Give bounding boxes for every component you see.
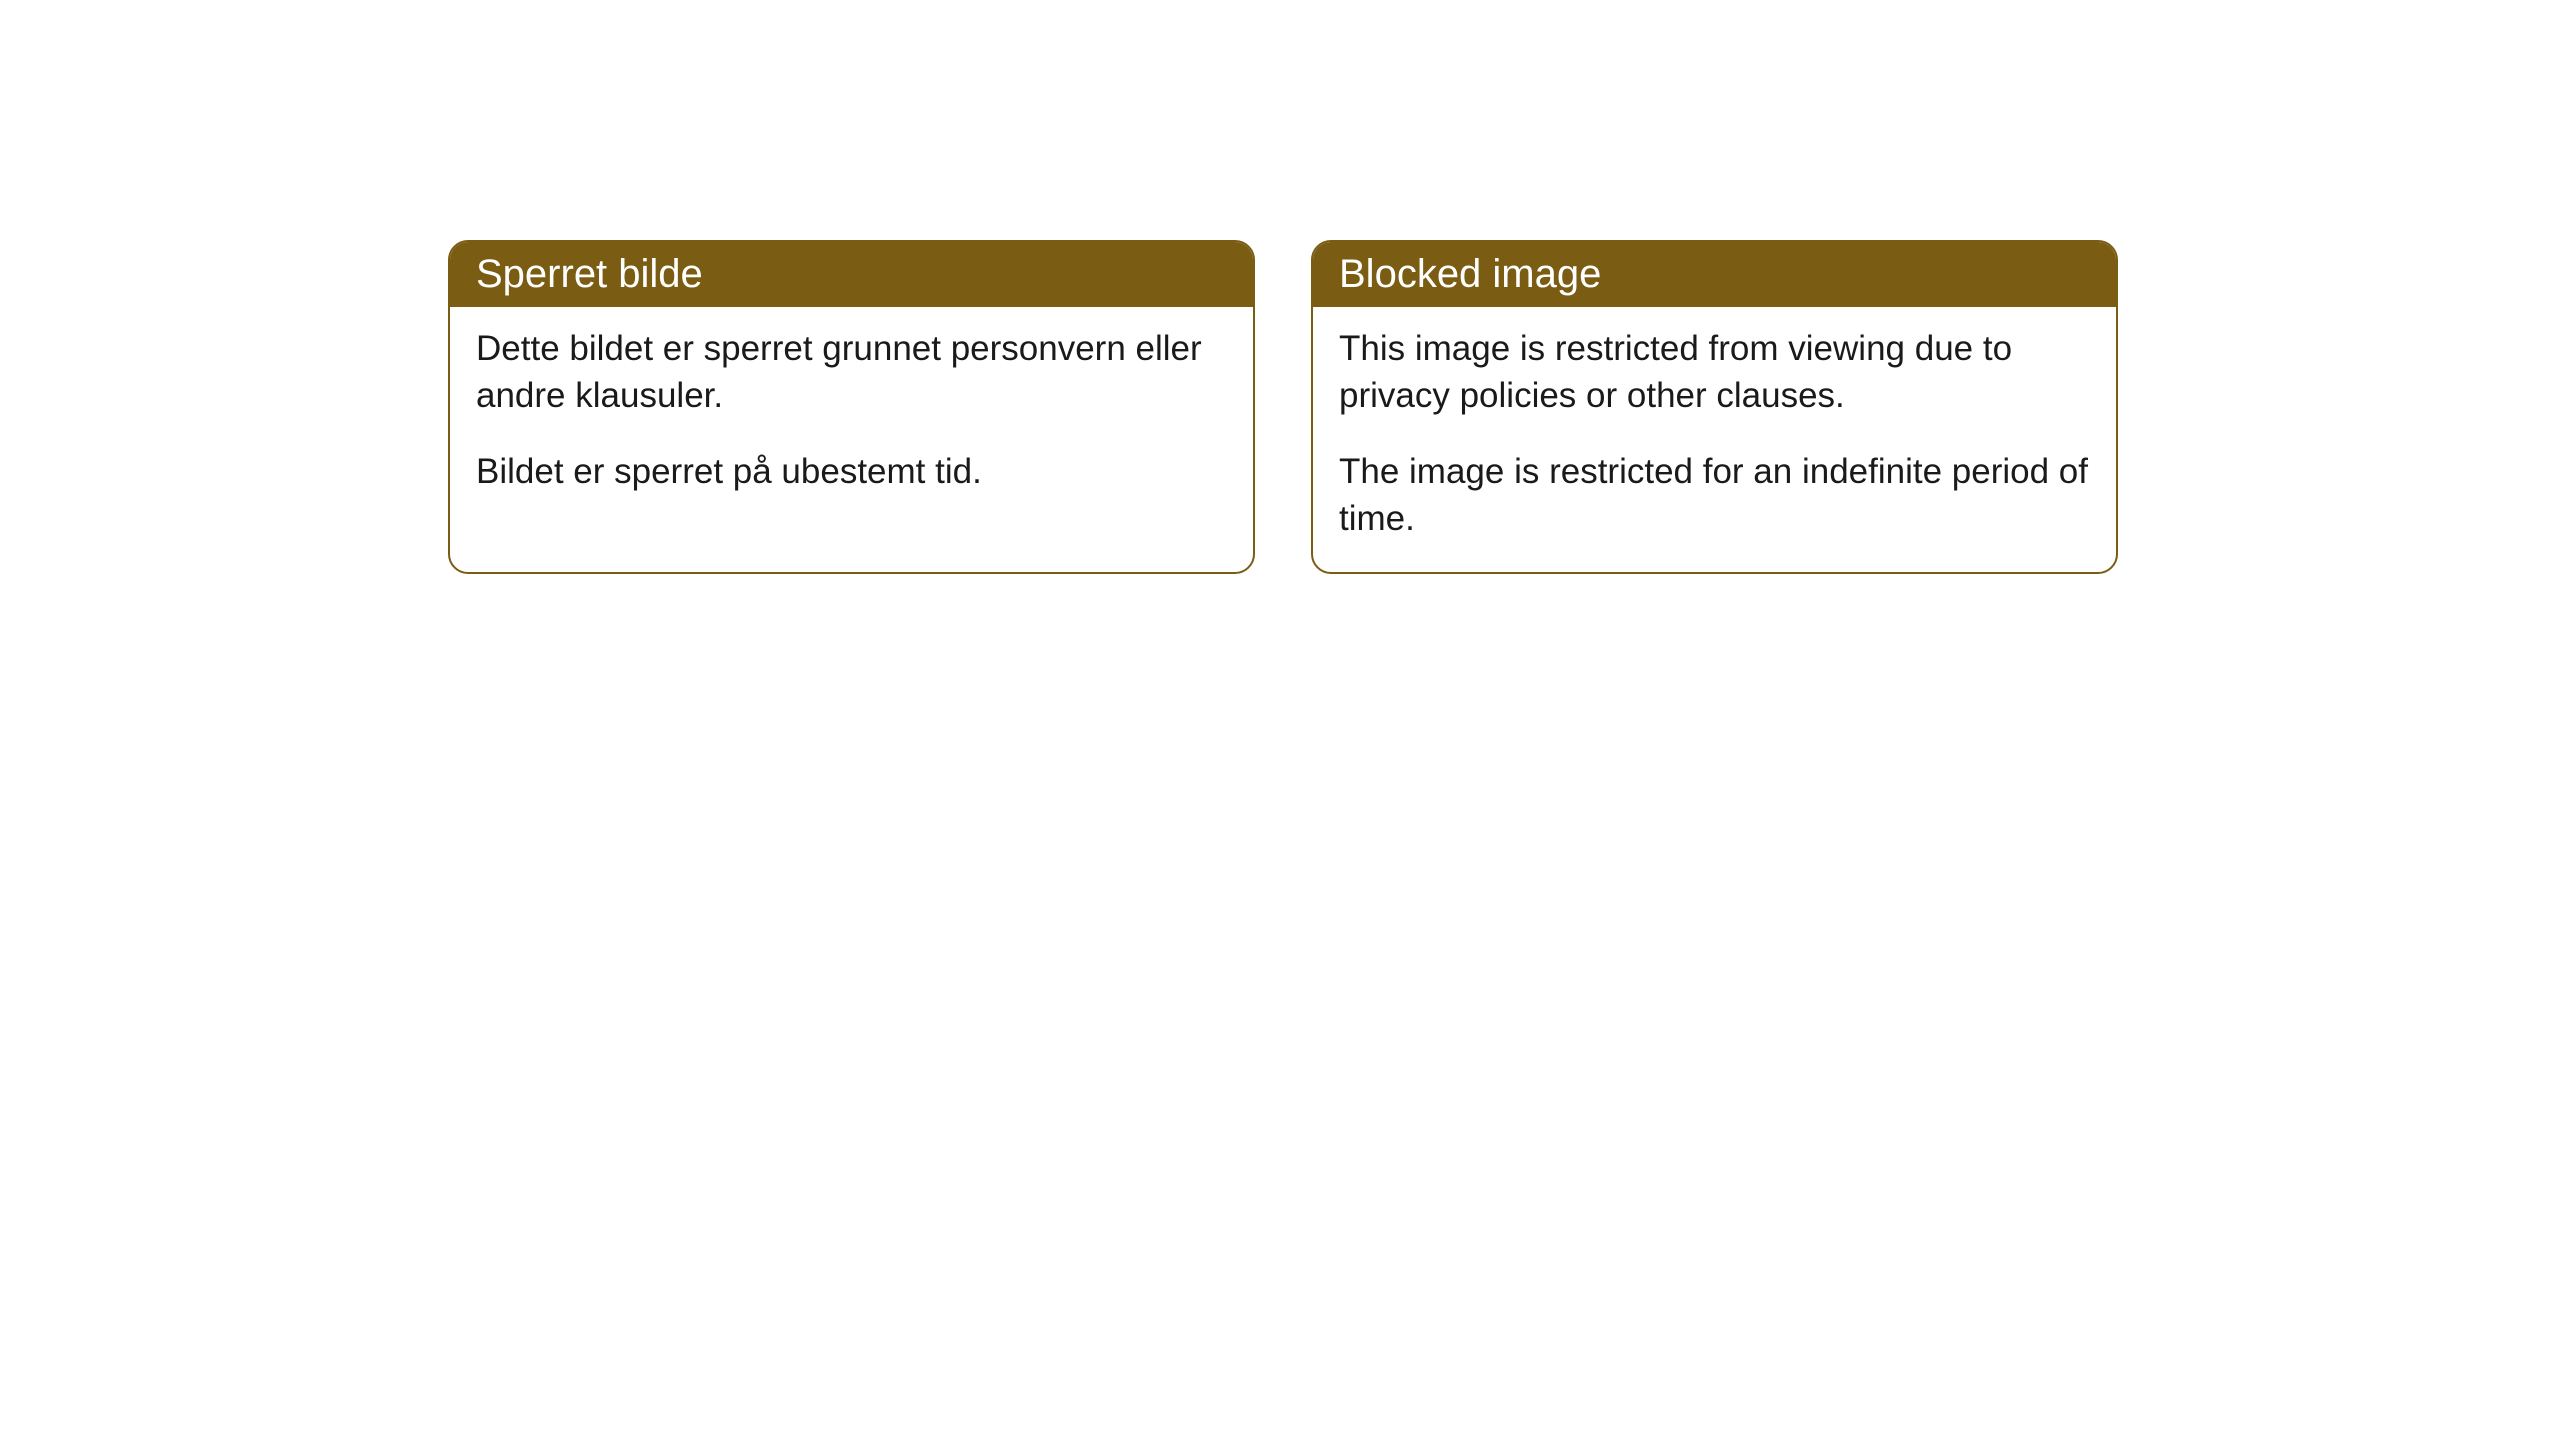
notice-cards-container: Sperret bilde Dette bildet er sperret gr… bbox=[448, 240, 2118, 574]
card-header-en: Blocked image bbox=[1313, 242, 2116, 307]
card-header-no: Sperret bilde bbox=[450, 242, 1253, 307]
card-body-no: Dette bildet er sperret grunnet personve… bbox=[450, 307, 1253, 525]
card-paragraph-2-no: Bildet er sperret på ubestemt tid. bbox=[476, 448, 1227, 495]
card-body-en: This image is restricted from viewing du… bbox=[1313, 307, 2116, 572]
blocked-image-card-no: Sperret bilde Dette bildet er sperret gr… bbox=[448, 240, 1255, 574]
card-paragraph-1-no: Dette bildet er sperret grunnet personve… bbox=[476, 325, 1227, 420]
blocked-image-card-en: Blocked image This image is restricted f… bbox=[1311, 240, 2118, 574]
card-paragraph-1-en: This image is restricted from viewing du… bbox=[1339, 325, 2090, 420]
card-paragraph-2-en: The image is restricted for an indefinit… bbox=[1339, 448, 2090, 543]
